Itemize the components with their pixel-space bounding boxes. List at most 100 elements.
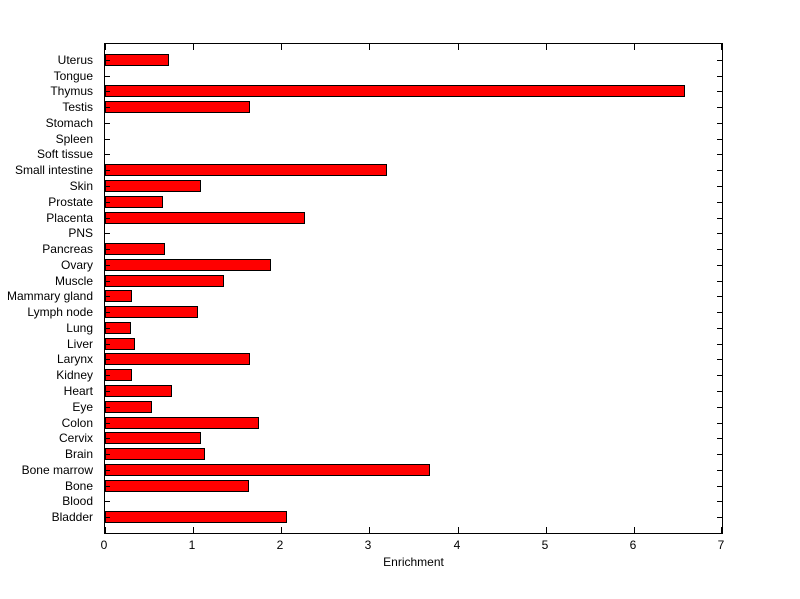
y-tick-left [105, 407, 110, 408]
y-tick-right [717, 423, 722, 424]
y-tick-left [105, 375, 110, 376]
bar-pancreas [105, 243, 165, 255]
y-tick-right [717, 391, 722, 392]
bar-bladder [105, 511, 287, 523]
y-tick-left [105, 154, 110, 155]
bar-thymus [105, 85, 685, 97]
category-label-lung: Lung [66, 321, 93, 335]
y-tick-left [105, 470, 110, 471]
category-label-brain: Brain [64, 447, 93, 461]
y-tick-left [105, 76, 110, 77]
bar-testis [105, 101, 250, 113]
x-tick-label-6: 6 [629, 538, 637, 552]
bar-lymph-node [105, 306, 198, 318]
x-tick-top [369, 44, 370, 50]
x-tick-top [281, 44, 282, 50]
x-tick-label-2: 2 [276, 538, 284, 552]
y-tick-left [105, 296, 110, 297]
category-label-bone-marrow: Bone marrow [21, 463, 93, 477]
y-tick-right [717, 312, 722, 313]
bar-uterus [105, 54, 169, 66]
y-tick-left [105, 391, 110, 392]
category-label-small-intestine: Small intestine [14, 163, 93, 177]
category-label-blood: Blood [62, 494, 93, 508]
y-tick-left [105, 60, 110, 61]
x-tick-label-5: 5 [541, 538, 549, 552]
bar-ovary [105, 259, 271, 271]
y-tick-right [717, 107, 722, 108]
y-tick-left [105, 265, 110, 266]
bar-heart [105, 385, 172, 397]
x-tick-top [105, 44, 106, 50]
y-tick-right [717, 281, 722, 282]
category-label-pns: PNS [68, 226, 93, 240]
y-tick-right [717, 438, 722, 439]
y-tick-left [105, 233, 110, 234]
y-tick-right [717, 76, 722, 77]
category-label-mammary-gland: Mammary gland [6, 289, 93, 303]
x-tick-bottom [369, 527, 370, 533]
category-label-thymus: Thymus [50, 84, 93, 98]
x-tick-label-7: 7 [717, 538, 725, 552]
x-tick-bottom [546, 527, 547, 533]
y-tick-left [105, 281, 110, 282]
y-tick-left [105, 517, 110, 518]
category-axis: Uterus Tongue Thymus Testis Stomach Spleen Sof… [0, 44, 99, 533]
y-tick-right [717, 218, 722, 219]
x-tick-bottom [634, 527, 635, 533]
y-tick-right [717, 296, 722, 297]
category-label-stomach: Stomach [45, 116, 93, 130]
category-label-ovary: Ovary [60, 258, 93, 272]
bar-small-intestine [105, 164, 387, 176]
category-label-soft-tissue: Soft tissue [36, 147, 93, 161]
x-axis-label: Enrichment [383, 555, 444, 569]
y-tick-left [105, 486, 110, 487]
x-tick-label-3: 3 [364, 538, 372, 552]
x-tick-top [458, 44, 459, 50]
bar-bone [105, 480, 249, 492]
category-label-lymph-node: Lymph node [27, 305, 93, 319]
y-tick-left [105, 91, 110, 92]
x-tick-top [193, 44, 194, 50]
y-tick-left [105, 344, 110, 345]
y-tick-left [105, 107, 110, 108]
x-tick-bottom [193, 527, 194, 533]
bar-cervix [105, 432, 201, 444]
bar-bone-marrow [105, 464, 430, 476]
y-tick-right [717, 154, 722, 155]
y-tick-right [717, 265, 722, 266]
x-tick-bottom [281, 527, 282, 533]
category-label-muscle: Muscle [54, 274, 93, 288]
category-label-prostate: Prostate [48, 195, 93, 209]
x-tick-top [634, 44, 635, 50]
y-tick-right [717, 233, 722, 234]
y-tick-right [717, 517, 722, 518]
y-tick-left [105, 123, 110, 124]
category-label-tongue: Tongue [53, 69, 93, 83]
x-tick-bottom [458, 527, 459, 533]
y-tick-left [105, 312, 110, 313]
category-label-larynx: Larynx [56, 352, 93, 366]
bar-skin [105, 180, 201, 192]
y-tick-left [105, 202, 110, 203]
plot-area [104, 43, 723, 534]
category-label-liver: Liver [66, 337, 93, 351]
y-tick-right [717, 328, 722, 329]
category-label-cervix: Cervix [58, 431, 93, 445]
y-tick-right [717, 91, 722, 92]
y-tick-right [717, 139, 722, 140]
y-tick-left [105, 438, 110, 439]
category-label-testis: Testis [62, 100, 93, 114]
x-tick-top [546, 44, 547, 50]
y-tick-right [717, 170, 722, 171]
category-label-colon: Colon [61, 416, 93, 430]
y-tick-right [717, 186, 722, 187]
category-label-skin: Skin [69, 179, 93, 193]
y-tick-right [717, 344, 722, 345]
y-tick-left [105, 423, 110, 424]
category-label-bladder: Bladder [51, 510, 93, 524]
bar-muscle [105, 275, 224, 287]
x-tick-bottom [105, 527, 106, 533]
y-tick-left [105, 501, 110, 502]
